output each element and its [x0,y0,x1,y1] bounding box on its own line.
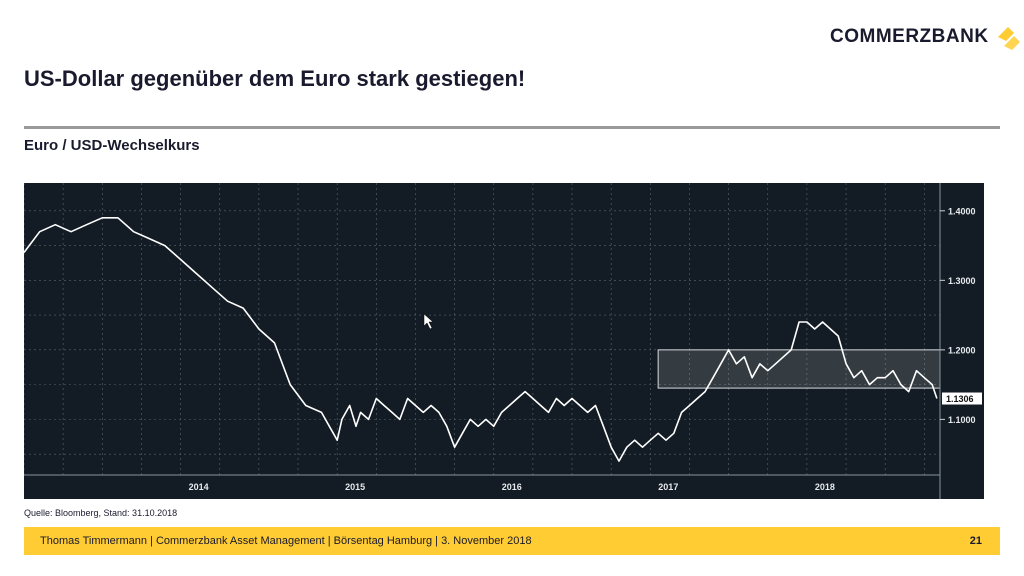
last-value-label: 1.1306 [946,394,974,404]
brand-name: COMMERZBANK [830,26,989,47]
chart-subtitle: Euro / USD-Wechselkurs [24,137,200,154]
x-tick-label: 2017 [658,482,678,492]
chart-band [657,349,941,389]
commerzbank-ribbon-icon [997,27,1020,50]
last-value-box [942,392,982,405]
x-tick-label: 2015 [345,482,365,492]
mouse-cursor-icon [423,313,434,330]
x-tick-label: 2014 [189,482,209,492]
chart-grid [24,183,940,475]
title-divider [24,126,1000,129]
page-number: 21 [969,535,982,547]
x-tick-label: 2018 [815,482,835,492]
y-tick-label: 1.1000 [948,415,976,425]
source-note: Quelle: Bloomberg, Stand: 31.10.2018 [24,508,178,518]
eurusd-chart: 1.4000 1.3000 1.2000 1.1000 2014 2015 2016 2017… [24,183,984,499]
chart-axes: 1.4000 1.3000 1.2000 1.1000 2014 2015 2016 2017… [24,183,982,499]
series-line-eurusd [24,216,938,462]
chart-background [24,183,984,499]
y-tick-label: 1.2000 [948,345,976,355]
x-tick-label: 2016 [502,482,522,492]
slide-title: US-Dollar gegenüber dem Euro stark gesti… [24,66,526,91]
footer-bar: Thomas Timmermann | Commerzbank Asset Ma… [24,527,1000,555]
chart-line [24,216,938,462]
y-tick-label: 1.3000 [948,276,976,286]
y-tick-label: 1.4000 [948,206,976,216]
trading-range-band [657,349,941,389]
brand-logo: COMMERZBANK [830,22,1021,52]
footer-text: Thomas Timmermann | Commerzbank Asset Ma… [40,535,532,547]
